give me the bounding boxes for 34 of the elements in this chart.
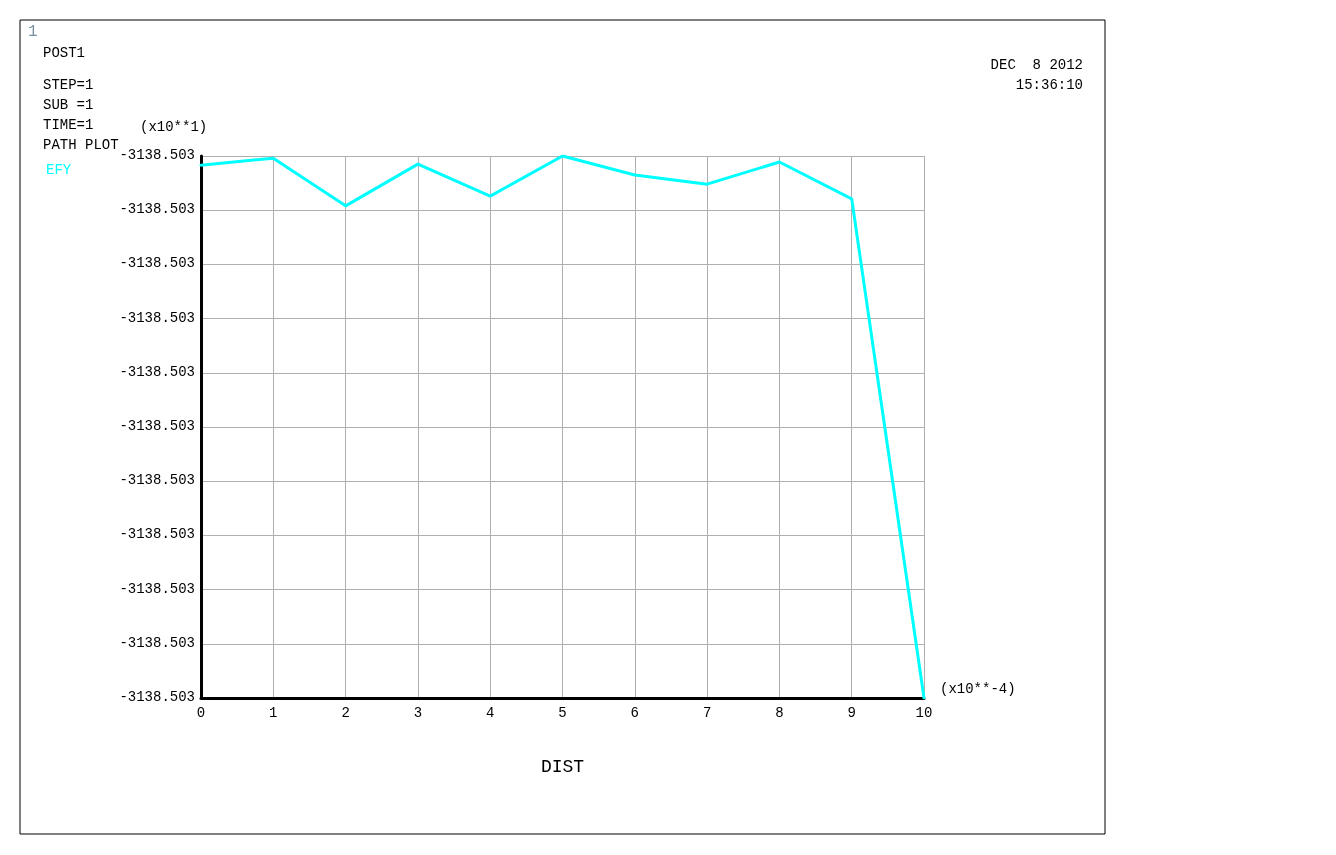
x-tick-label: 1	[269, 705, 278, 721]
text: PATH PLOT	[43, 137, 119, 153]
x-tick-label: 2	[341, 705, 350, 721]
text: -3138.503	[119, 634, 196, 651]
x-tick-label: 4	[486, 705, 495, 721]
x-tick-label: 7	[702, 705, 712, 721]
text: POST1	[43, 45, 86, 61]
text: -3138.503	[119, 689, 196, 705]
text: -3138.503	[119, 580, 196, 597]
text: 1	[28, 23, 38, 41]
x-tick-label: 9	[847, 705, 856, 721]
x-tick-label: 3	[413, 705, 423, 721]
text: STEP=1	[43, 77, 94, 93]
x-tick-label: 0	[196, 705, 206, 721]
text: 15:36:10	[1015, 77, 1084, 93]
text: -3138.503	[119, 309, 196, 326]
text: (x10**1)	[140, 119, 208, 135]
text: -3138.503	[119, 526, 196, 543]
text: -3138.503	[119, 147, 196, 163]
x-tick-label: 8	[775, 705, 784, 721]
x-tick-label: 6	[630, 705, 639, 721]
text: DEC 8 2012	[990, 57, 1084, 73]
text: -3138.503	[119, 201, 196, 218]
text: -3138.503	[119, 472, 196, 489]
text: -3138.503	[119, 363, 196, 380]
text: -3138.503	[119, 418, 196, 434]
x-tick-label: 10	[915, 705, 933, 721]
text: (x10**-4)	[940, 681, 1016, 697]
x-tick-label: 5	[558, 705, 567, 721]
text: TIME=1	[43, 117, 94, 133]
text: SUB =1	[43, 97, 94, 113]
text: EFY	[46, 162, 72, 178]
text: -3138.503	[119, 255, 196, 272]
x-axis-title: DIST	[540, 757, 585, 777]
